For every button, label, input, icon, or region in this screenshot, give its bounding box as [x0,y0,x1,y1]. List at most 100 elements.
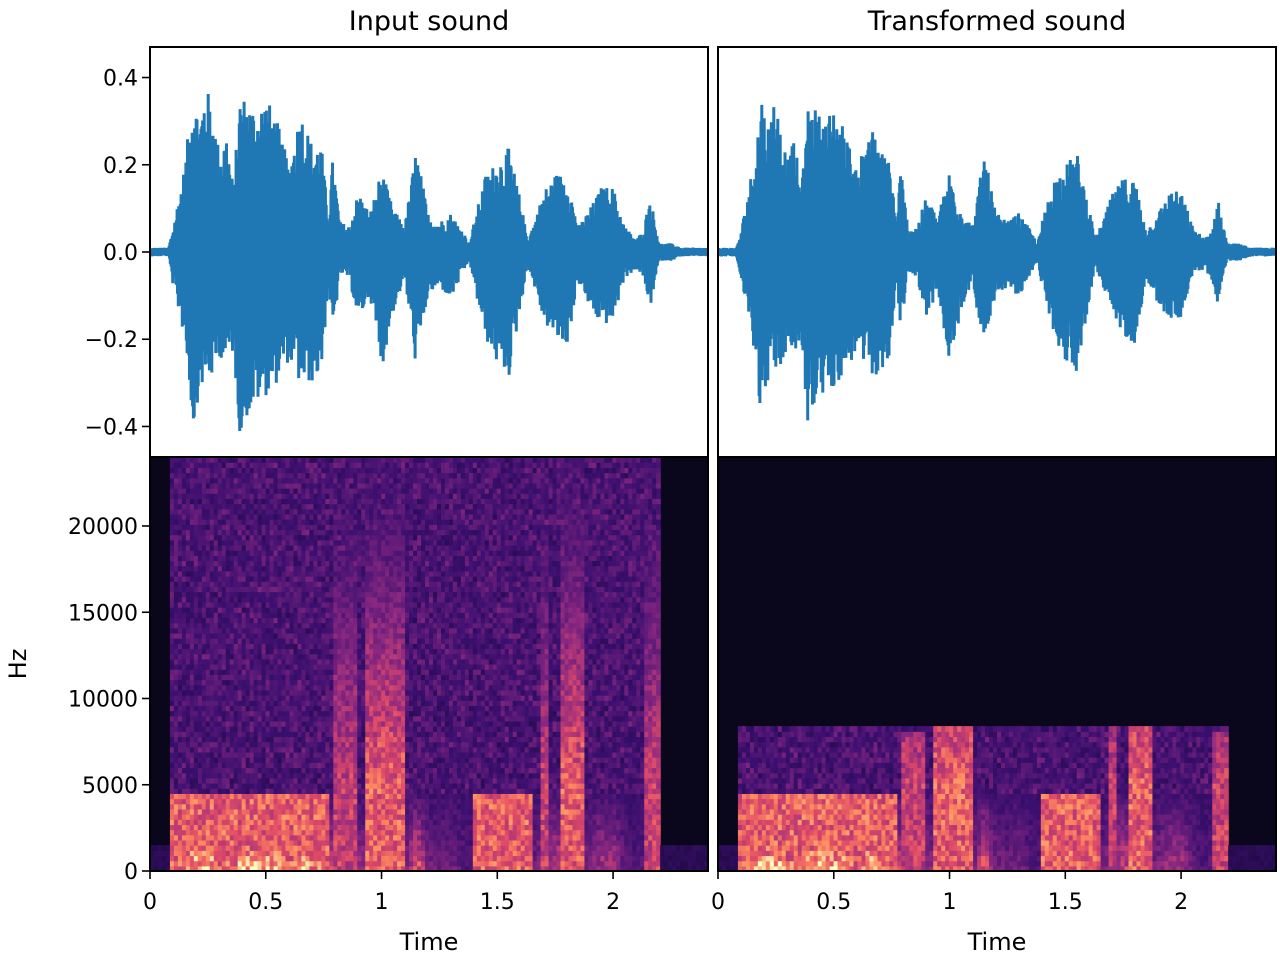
spectrogram-cell [333,555,338,562]
spectrogram-cell [369,601,374,608]
spectrogram-cell [201,550,207,556]
spectrogram-cell [389,513,394,520]
spectrogram-cell [385,534,390,541]
spectrogram-cell [365,850,370,857]
spectrogram-cell [261,591,267,598]
spectrogram-cell [169,762,175,769]
spectrogram-cell [225,684,231,691]
spectrogram-cell [177,560,183,567]
spectrogram-cell [249,534,255,541]
spectrogram-cell [389,632,394,639]
spectrogram-cell [353,565,358,572]
spectrogram-cell [341,586,346,593]
spectrogram-cell [297,700,303,706]
spectrogram-cell [313,482,318,489]
spectrogram-cell [197,570,203,577]
spectrogram-cell [313,741,318,748]
spectrogram-cell [229,814,235,820]
spectrogram-cell [173,519,179,525]
spectrogram-cell [297,570,303,577]
spectrogram-cell [309,715,315,722]
spectrogram-cell [357,607,362,613]
spectrogram-cell [381,622,386,629]
spectrogram-cell [297,653,303,660]
spectrogram-cell [413,720,418,727]
spectrogram-cell [357,757,362,763]
spectrogram-cell [393,777,398,784]
spectrogram-cell [409,570,414,577]
spectrogram-cell [373,550,378,556]
spectrogram-cell [229,689,235,696]
spectrogram-cell [193,808,199,815]
spectrogram-cell [169,814,175,820]
spectrogram-cell [205,695,211,701]
spectrogram-cell [245,467,251,474]
spectrogram-cell [353,653,358,660]
spectrogram-cell [281,534,287,541]
spectrogram-cell [241,472,247,479]
spectrogram-cell [393,498,398,505]
spectrogram-cell [177,839,183,846]
spectrogram-cell [269,850,275,857]
spectrogram-cell [169,845,175,851]
spectrogram-cell [237,472,243,479]
spectrogram-cell [381,607,386,613]
spectrogram-cell [321,715,326,722]
spectrogram-cell [265,467,271,474]
spectrogram-cell [221,710,227,717]
spectrogram-cell [365,736,370,743]
spectrogram-cell [353,855,358,862]
spectrogram-cell [305,508,311,515]
spectrogram-cell [357,581,362,587]
spectrogram-cell [405,777,410,784]
spectrogram-cell [237,860,243,867]
spectrogram-cell [253,591,259,598]
spectrogram-cell [329,757,334,763]
spectrogram-cell [305,539,311,546]
spectrogram-cell [245,741,251,748]
spectrogram-cell [233,643,239,650]
spectrogram-cell [217,565,223,572]
spectrogram-cell [397,772,402,779]
spectrogram-cell [381,664,386,670]
spectrogram-cell [253,508,259,515]
spectrogram-cell [253,695,259,701]
spectrogram-cell [305,477,311,484]
spectrogram-cell [305,860,311,867]
spectrogram-cell [249,513,255,520]
spectrogram-cell [257,643,263,650]
spectrogram-cell [257,612,263,619]
spectrogram-cell [273,462,279,468]
spectrogram-cell [397,508,402,515]
spectrogram-cell [369,493,374,499]
spectrogram-cell [273,741,279,748]
spectrogram-cell [253,581,259,587]
spectrogram-cell [309,534,315,541]
spectrogram-cell [369,855,374,862]
spectrogram-cell [353,736,358,743]
spectrogram-cell [185,503,191,510]
spectrogram-cell [277,788,283,794]
spectrogram-cell [273,503,279,510]
spectrogram-cell [361,550,366,556]
spectrogram-cell [273,731,279,738]
spectrogram-cell [409,865,414,872]
spectrogram-cell [225,726,231,732]
spectrogram-cell [241,457,247,463]
spectrogram-cell [317,762,322,769]
spectrogram-cell [377,488,382,494]
spectrogram-cell [285,845,291,851]
spectrogram-cell [341,617,346,624]
spectrogram-cell [173,751,179,758]
spectrogram-cell [209,793,215,800]
spectrogram-cell [217,824,223,831]
spectrogram-cell [173,700,179,706]
spectrogram-cell [253,570,259,577]
spectrogram-cell [189,720,195,727]
spectrogram-cell [301,612,307,619]
spectrogram-cell [241,834,247,841]
spectrogram-cell [305,839,311,846]
spectrogram-cell [337,565,342,572]
spectrogram-cell [193,803,199,810]
spectrogram-cell [309,726,315,732]
